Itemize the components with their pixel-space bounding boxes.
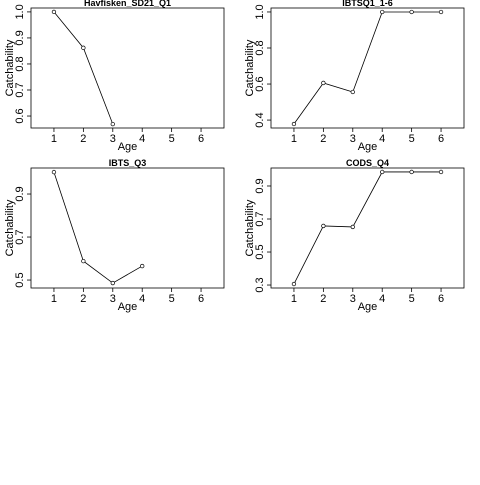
point [409,9,414,15]
point [51,169,57,175]
y-tick-label: 0.6 [254,76,266,91]
x-tick-label: 2 [320,293,326,305]
y-tick-label: 0.3 [254,277,266,292]
x-tick-label: 6 [198,293,204,305]
y-axis-label: Catchability [4,39,16,96]
y-tick-label: 0.8 [14,56,26,71]
point [81,258,86,264]
y-tick-label: 0.5 [14,272,26,287]
chart-title: IBTSQ1_1-6 [342,0,393,8]
x-tick-label: 6 [438,133,444,145]
x-tick-label: 1 [51,293,57,305]
point [291,281,297,287]
x-tick-label: 6 [438,293,444,305]
plot-frame [270,7,465,129]
x-tick-label: 4 [379,293,385,305]
point [438,9,444,15]
chart-title: Havfisken_SD21_Q1 [84,0,171,8]
y-tick-label: 0.9 [254,178,266,193]
point [380,9,385,15]
point [140,263,145,269]
y-tick-label: 0.6 [14,108,26,123]
point [291,121,297,127]
y-tick-label: 0.9 [14,30,26,45]
point [350,89,355,95]
x-tick-label: 4 [139,293,145,305]
y-axis-label: Catchability [244,39,256,96]
x-tick-label: 3 [350,133,356,145]
x-tick-label: 5 [409,133,415,145]
x-tick-label: 2 [80,293,86,305]
x-tick-label: 1 [291,133,297,145]
chart-title: CODS_Q4 [346,158,389,168]
point [321,80,326,86]
x-tick-label: 6 [198,133,204,145]
y-axis-label: Catchability [244,199,256,256]
y-tick-label: 0.7 [254,211,266,226]
x-tick-label: 5 [169,293,175,305]
y-axis-label: Catchability [4,199,16,256]
x-tick-label: 4 [379,133,385,145]
y-tick-label: 0.7 [14,82,26,97]
plot-frame [30,167,225,289]
y-tick-label: 1.0 [254,4,266,19]
point [380,169,385,175]
x-tick-label: 1 [51,133,57,145]
point [110,280,115,286]
series-line [53,171,143,284]
x-tick-label: 3 [110,293,116,305]
x-tick-label: 5 [169,133,175,145]
x-tick-label: 4 [139,133,145,145]
point [438,169,444,175]
x-tick-label: 1 [291,293,297,305]
x-axis-label: Age [118,141,138,153]
point [51,9,57,15]
plot-frame [270,167,465,289]
x-axis-label: Age [358,141,378,153]
point [110,121,115,127]
y-tick-label: 1.0 [14,4,26,19]
y-tick-label: 0.4 [254,112,266,127]
x-tick-label: 3 [350,293,356,305]
plot-frame [30,7,225,129]
x-axis-label: Age [118,301,138,313]
y-tick-label: 0.9 [14,186,26,201]
point [409,169,414,175]
point [81,45,86,50]
y-tick-label: 0.5 [254,244,266,259]
x-tick-label: 5 [409,293,415,305]
x-axis-label: Age [358,301,378,313]
point [321,223,326,229]
series-line [293,11,442,125]
x-tick-label: 2 [80,133,86,145]
x-tick-label: 3 [110,133,116,145]
chart-title: IBTS_Q3 [109,158,147,168]
x-tick-label: 2 [320,133,326,145]
point [350,224,355,230]
series-line [293,171,442,285]
y-tick-label: 0.8 [254,40,266,55]
y-tick-label: 0.7 [14,229,26,244]
